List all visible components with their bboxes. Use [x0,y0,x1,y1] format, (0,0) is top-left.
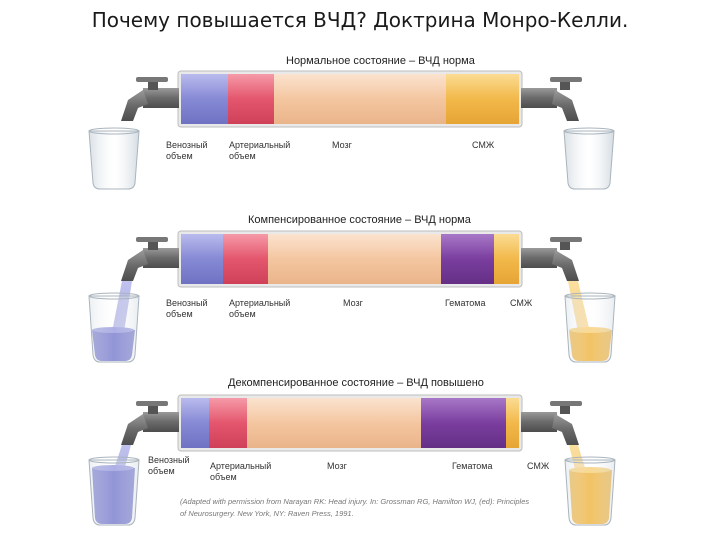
csf-segment [494,234,519,284]
panel-compensated [88,230,616,363]
left-tap-icon [121,77,179,121]
label-arterial: Артериальный объем [210,461,272,482]
right-tap-icon [521,237,582,281]
hematoma-segment [421,398,506,448]
arterial-segment [209,398,247,448]
venous-segment [181,234,223,284]
hematoma-segment [441,234,494,284]
label-venous: Венозный объем [166,298,208,319]
label-venous: Венозный объем [166,140,208,161]
slide-title: Почему повышается ВЧД? Доктрина Монро-Ке… [91,8,629,32]
label-venous: Венозный объем [148,455,190,476]
source-credit: (Adapted with permission from Narayan RK… [180,497,530,518]
brain-segment [274,74,446,124]
right-tap-icon [521,401,582,445]
right-beaker-icon [563,127,615,190]
label-csf: СМЖ [472,140,495,150]
panel-1-title: Нормальное состояние – ВЧД норма [286,55,475,67]
label-hematoma: Гематома [452,461,493,471]
panel-3-title: Декомпенсированное состояние – ВЧД повыш… [228,377,484,389]
right-beaker-icon [564,456,616,526]
arterial-segment [223,234,268,284]
arterial-segment [228,74,274,124]
label-csf: СМЖ [527,461,550,471]
brain-segment [247,398,421,448]
left-beaker-icon [88,292,140,363]
left-tap-icon [121,237,179,281]
venous-segment [181,74,228,124]
right-tap-icon [521,77,582,121]
panel-normal [88,70,615,190]
right-beaker-icon [564,292,616,363]
brain-segment [268,234,441,284]
csf-segment [446,74,519,124]
panel-decompensated [88,394,616,526]
left-beaker-icon [88,456,140,526]
label-hematoma: Гематома [445,298,486,308]
label-arterial: Артериальный объем [229,140,291,161]
venous-segment [181,398,209,448]
label-brain: Мозг [327,461,347,471]
label-arterial: Артериальный объем [229,298,291,319]
label-brain: Мозг [343,298,363,308]
csf-segment [506,398,519,448]
label-csf: СМЖ [510,298,533,308]
panel-2-title: Компенсированное состояние – ВЧД норма [248,214,471,226]
label-brain: Мозг [332,140,352,150]
left-tap-icon [121,401,179,445]
left-beaker-icon [88,127,140,190]
